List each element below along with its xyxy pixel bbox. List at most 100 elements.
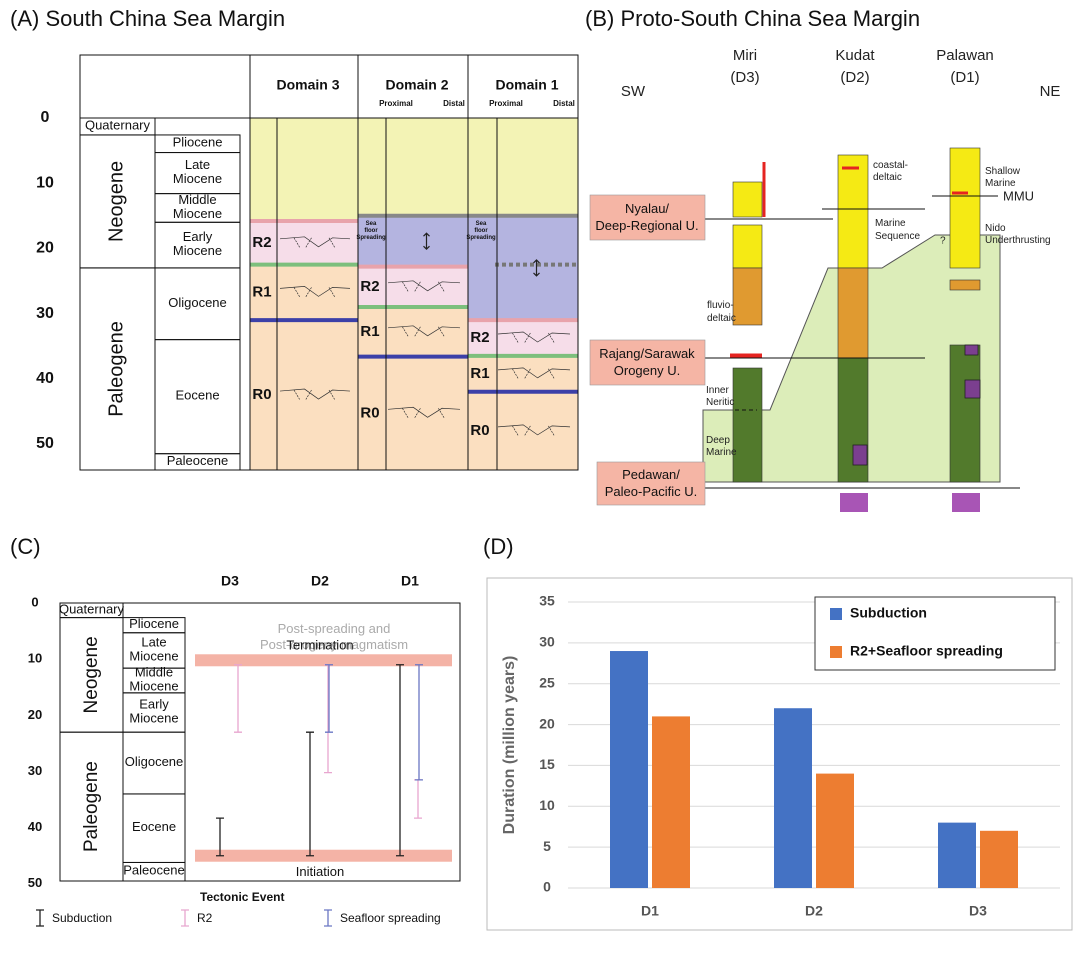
- facies-block: [733, 182, 762, 217]
- legend-label: Seafloor spreading: [340, 911, 441, 925]
- era-label: Paleogene: [105, 321, 127, 417]
- column-header: D2: [311, 573, 329, 589]
- y-tick-label: 0: [41, 109, 50, 126]
- facies-block: [950, 280, 980, 290]
- facies-block: [733, 368, 762, 482]
- section-name: Palawan: [936, 47, 994, 64]
- domain-side: Distal: [443, 99, 465, 108]
- facies-block: [950, 345, 980, 482]
- era-label: Neogene: [105, 161, 127, 242]
- legend-label: Subduction: [52, 911, 112, 925]
- domain-header: Domain 1: [495, 77, 558, 93]
- legend-swatch: [830, 646, 842, 658]
- bar: [610, 651, 648, 888]
- y-tick-label: 25: [539, 674, 555, 690]
- volcanic-block: [952, 493, 980, 512]
- era-label: Neogene: [81, 636, 102, 713]
- facies-block: [950, 148, 980, 268]
- section-name: Miri: [733, 47, 757, 64]
- rift-label: R0: [252, 386, 271, 403]
- domain-header: Domain 3: [276, 77, 339, 93]
- y-tick-label: 0: [31, 594, 38, 609]
- y-tick-label: 5: [543, 838, 551, 854]
- termination-label: Termination: [286, 638, 353, 653]
- y-tick-label: 50: [36, 435, 54, 452]
- facies-block: [838, 268, 868, 358]
- y-tick-label: 20: [36, 240, 54, 257]
- event-range: [415, 665, 423, 780]
- epoch-label: Pliocene: [129, 617, 179, 632]
- epoch-label: Eocene: [175, 388, 219, 403]
- panel-a-layers: [250, 118, 578, 470]
- stratigraphic-layer: [468, 118, 578, 216]
- annotation: InnerNeritic: [706, 385, 734, 408]
- epoch-label: Oligocene: [125, 754, 184, 769]
- legend-icon: [181, 910, 189, 926]
- x-tick-label: D2: [805, 903, 823, 919]
- initiation-band: [195, 850, 452, 862]
- epoch-label: Paleocene: [167, 453, 228, 468]
- legend-label: R2+Seafloor spreading: [850, 643, 1003, 659]
- y-tick-label: 50: [28, 875, 42, 890]
- rift-label: R0: [360, 404, 379, 421]
- annotation: NidoUnderthrusting: [985, 223, 1051, 246]
- y-tick-label: 0: [543, 879, 551, 895]
- termination-band: [195, 654, 452, 666]
- legend-icon: [324, 910, 332, 926]
- epoch-label: Eocene: [132, 820, 176, 835]
- epoch-label: EarlyMiocene: [129, 697, 178, 726]
- rift-label: R2: [252, 234, 271, 251]
- epoch-label: Pliocene: [173, 135, 223, 150]
- volcanic-block: [840, 493, 868, 512]
- y-tick-label: 20: [28, 707, 42, 722]
- event-range: [325, 665, 333, 732]
- bar: [816, 774, 854, 888]
- bar: [980, 831, 1018, 888]
- section-code: (D3): [730, 69, 759, 86]
- domain-side: Proximal: [379, 99, 413, 108]
- epoch-label: Oligocene: [168, 295, 227, 310]
- epoch-label: Quaternary: [85, 118, 151, 133]
- column-header: D1: [401, 573, 419, 589]
- y-axis-label: Duration (million years): [501, 656, 518, 835]
- stratigraphic-layer: [358, 118, 468, 216]
- y-tick-label: 20: [539, 715, 555, 731]
- legend-icon: [36, 910, 44, 926]
- volcanic-block: [965, 380, 980, 398]
- facies-block: [733, 225, 762, 268]
- rift-label: R2: [360, 278, 379, 295]
- rift-label: R2: [470, 329, 489, 346]
- panel-b-title: (B) Proto-South China Sea Margin: [585, 6, 920, 31]
- facies-block: [838, 155, 868, 268]
- volcanic-block: [965, 345, 978, 355]
- legend-title: Tectonic Event: [200, 890, 284, 904]
- annotation: ShallowMarine: [985, 166, 1021, 189]
- epoch-label: EarlyMiocene: [173, 230, 222, 259]
- legend-label: Subduction: [850, 605, 927, 621]
- section-code: (D1): [950, 69, 979, 86]
- y-tick-label: 10: [28, 651, 42, 666]
- era-label: Paleogene: [81, 761, 102, 852]
- epoch-label: Quaternary: [59, 602, 125, 617]
- column-header: D3: [221, 573, 239, 589]
- rift-label: R1: [252, 283, 271, 300]
- rift-label: R0: [470, 422, 489, 439]
- event-range: [306, 732, 314, 856]
- event-range: [396, 665, 404, 856]
- facies-block: [733, 268, 762, 325]
- panel-a-title: (A) South China Sea Margin: [10, 6, 285, 31]
- y-tick-label: 10: [539, 797, 555, 813]
- annotation: MarineSequence: [875, 218, 920, 242]
- direction-label: NE: [1040, 83, 1061, 100]
- rift-label: R1: [360, 323, 379, 340]
- epoch-label: Paleocene: [123, 863, 184, 878]
- bar: [774, 708, 812, 888]
- stratigraphic-layer: [250, 118, 358, 221]
- panel-d-title: (D): [483, 534, 514, 559]
- annotation: fluvio-deltaic: [707, 300, 736, 324]
- section-name: Kudat: [835, 47, 875, 64]
- y-tick-label: 30: [539, 634, 555, 650]
- legend-swatch: [830, 608, 842, 620]
